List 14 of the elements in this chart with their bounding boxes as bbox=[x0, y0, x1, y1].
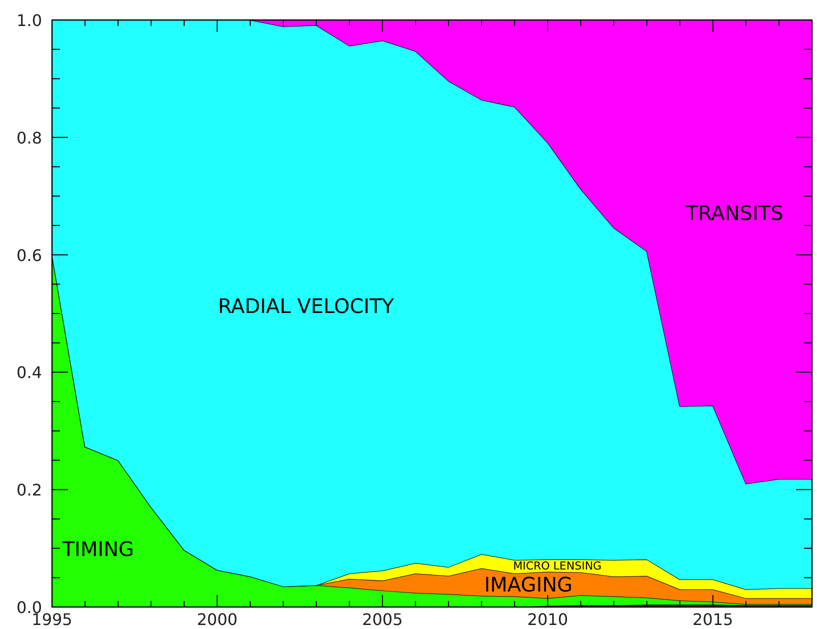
y-tick-label: 1.0 bbox=[16, 11, 42, 30]
y-tick-label: 0.6 bbox=[16, 246, 42, 265]
y-tick-label: 0.8 bbox=[16, 128, 42, 148]
x-tick-label: 2015 bbox=[692, 610, 734, 629]
series-label: RADIAL VELOCITY bbox=[218, 294, 395, 318]
legend-label: TRANSITS bbox=[684, 200, 784, 225]
y-tick-label: 0.4 bbox=[16, 363, 42, 382]
x-tick-label: 2010 bbox=[527, 610, 568, 629]
y-tick-label: 0.2 bbox=[16, 480, 42, 500]
series-label: TIMING bbox=[61, 537, 134, 562]
series-label: MICRO LENSING bbox=[513, 559, 602, 572]
x-tick-label: 2005 bbox=[362, 610, 403, 629]
x-tick-label: 2000 bbox=[196, 610, 238, 629]
series-label: IMAGING bbox=[484, 572, 573, 597]
